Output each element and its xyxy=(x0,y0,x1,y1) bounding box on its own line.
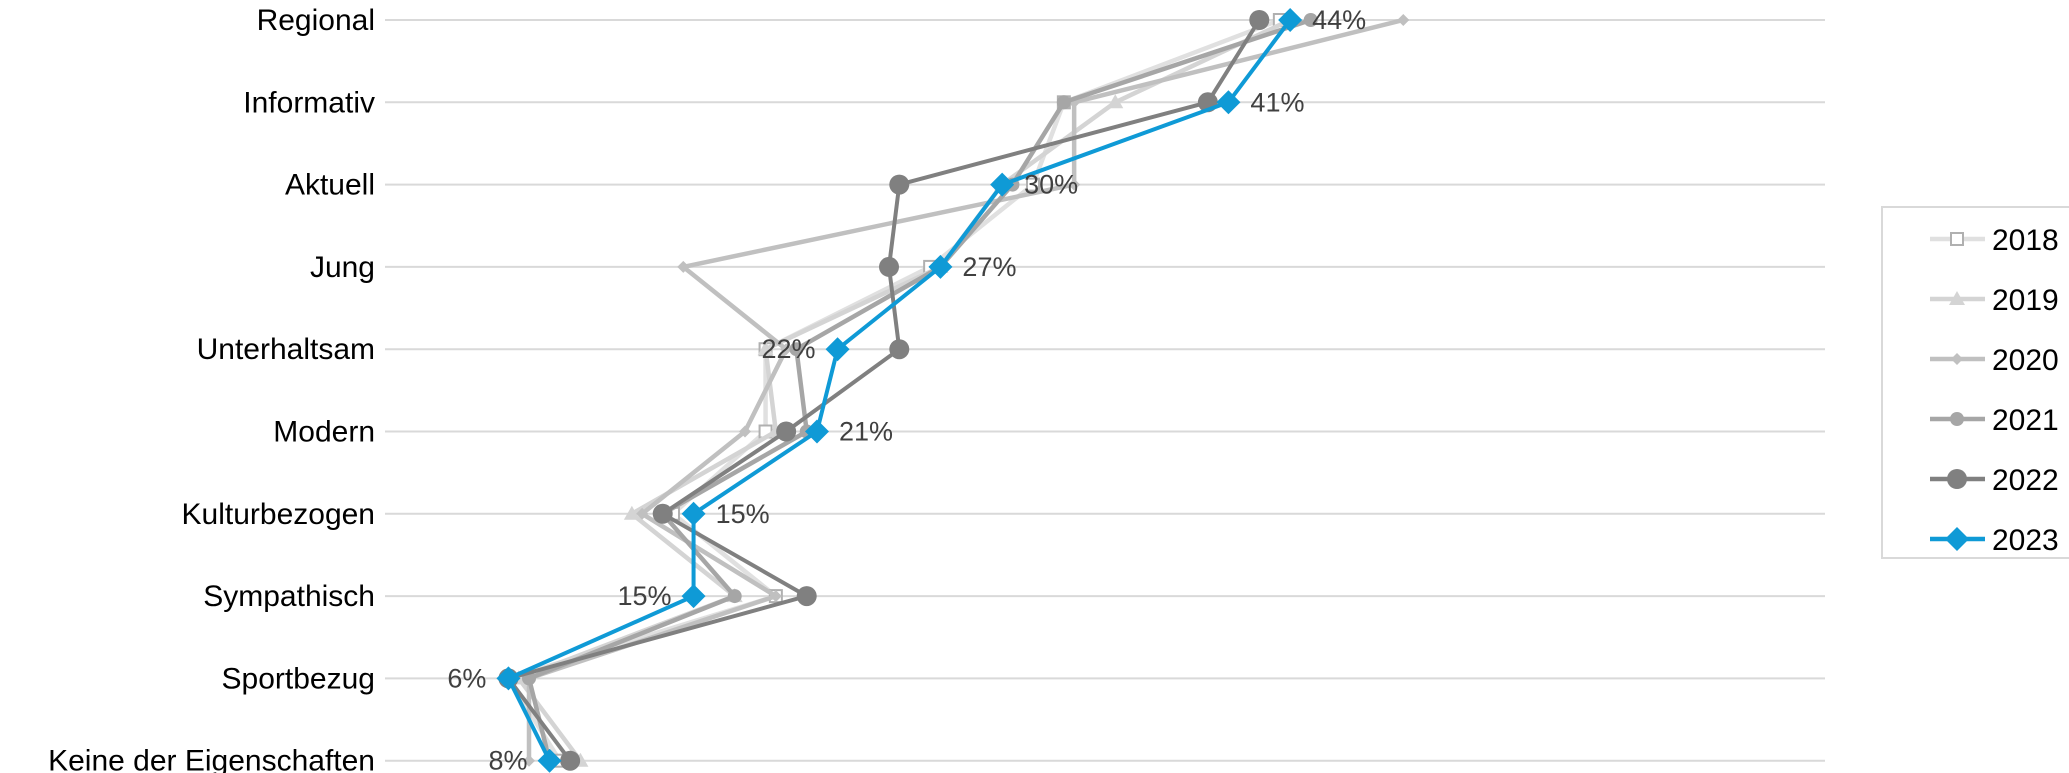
data-labels: 44% 41% 30% 27% 22% 21% 15% 15% 6% 8% xyxy=(447,5,1366,773)
series-2019 xyxy=(510,12,1299,767)
legend: 2018 2019 2020 2021 2022 2023 xyxy=(1881,206,2069,559)
marker-diamond-small xyxy=(739,425,751,438)
marker-circle-small xyxy=(727,589,742,604)
marker-diamond-small xyxy=(636,507,649,520)
marker-diamond-small xyxy=(1397,14,1410,26)
marker-circle xyxy=(889,339,910,360)
legend-frame xyxy=(1881,206,2069,559)
series-line xyxy=(506,18,1292,762)
series-lines xyxy=(496,8,1410,773)
data-label: 15% xyxy=(716,499,770,529)
marker-diamond xyxy=(990,172,1015,197)
marker-diamond-small xyxy=(769,590,782,603)
marker-triangle xyxy=(623,505,640,520)
legend-label: 2022 xyxy=(1992,464,2059,497)
category-label: Jung xyxy=(310,251,375,284)
marker-circle-small xyxy=(789,342,804,357)
marker-circle-small xyxy=(1056,95,1071,110)
data-label: 22% xyxy=(762,334,816,364)
data-label: 21% xyxy=(839,417,893,447)
data-label: 41% xyxy=(1250,87,1304,117)
category-label: Unterhaltsam xyxy=(197,333,375,366)
marker-triangle xyxy=(1949,291,1965,305)
marker-circle-small xyxy=(1303,13,1318,27)
marker-diamond xyxy=(537,748,562,773)
category-label: Informativ xyxy=(243,86,375,119)
gridlines xyxy=(385,19,1825,762)
marker-diamond xyxy=(825,337,850,362)
series-line xyxy=(516,17,1292,763)
series-line xyxy=(526,17,1404,761)
marker-circle xyxy=(796,586,817,607)
marker-triangle xyxy=(757,341,774,356)
legend-label: 2020 xyxy=(1992,344,2059,377)
legend-label: 2023 xyxy=(1992,524,2059,557)
series-2023 xyxy=(496,8,1303,773)
category-label: Aktuell xyxy=(285,169,375,202)
marker-diamond-small xyxy=(780,343,793,356)
legend-label: 2019 xyxy=(1992,284,2059,317)
series-2022 xyxy=(498,10,1270,771)
series-line xyxy=(506,17,1281,762)
legend-item-2019: 2019 xyxy=(1930,284,2059,317)
marker-circle xyxy=(879,256,899,277)
marker-diamond xyxy=(496,666,521,691)
marker-diamond-small xyxy=(1068,178,1081,191)
data-label: 6% xyxy=(447,663,486,693)
category-label: Keine der Eigenschaften xyxy=(48,745,375,773)
legend-label: 2018 xyxy=(1992,224,2059,257)
marker-circle xyxy=(889,174,910,195)
series-line xyxy=(526,17,1312,762)
marker-diamond xyxy=(681,584,706,609)
data-label: 15% xyxy=(618,581,672,611)
marker-square xyxy=(1950,232,1964,246)
legend-item-2021: 2021 xyxy=(1930,404,2059,437)
series-2020 xyxy=(523,14,1410,767)
category-label: Modern xyxy=(273,416,375,449)
legend-item-2023: 2023 xyxy=(1930,524,2059,557)
marker-diamond-small xyxy=(1951,353,1963,365)
category-label: Regional xyxy=(257,4,375,37)
legend-label: 2021 xyxy=(1992,404,2059,437)
category-label: Sportbezug xyxy=(222,662,375,695)
category-label: Sympathisch xyxy=(203,580,375,613)
marker-triangle xyxy=(1107,94,1124,109)
marker-diamond xyxy=(681,501,706,526)
series-2021 xyxy=(522,13,1318,768)
legend-item-2022: 2022 xyxy=(1930,464,2059,497)
marker-circle xyxy=(1249,10,1270,30)
marker-circle-small xyxy=(1950,412,1964,426)
marker-circle xyxy=(1947,469,1967,489)
series-2018 xyxy=(501,13,1287,768)
marker-circle xyxy=(652,503,673,524)
marker-diamond xyxy=(805,419,829,444)
marker-square xyxy=(1026,177,1040,192)
series-line xyxy=(506,18,1261,762)
legend-item-2018: 2018 xyxy=(1930,224,2059,257)
marker-diamond xyxy=(1278,8,1303,32)
data-label: 44% xyxy=(1312,5,1366,35)
data-label: 30% xyxy=(1024,170,1078,200)
marker-circle xyxy=(560,750,581,771)
marker-diamond-small xyxy=(677,260,690,273)
data-label: 8% xyxy=(489,746,528,773)
legend-item-2020: 2020 xyxy=(1930,344,2059,377)
data-label: 27% xyxy=(962,252,1016,282)
category-labels: Regional Informativ Aktuell Jung Unterhaltsa… xyxy=(48,4,375,773)
marker-diamond xyxy=(928,254,953,279)
marker-diamond xyxy=(1945,527,1969,551)
marker-diamond-small xyxy=(523,754,535,767)
category-label: Kulturbezogen xyxy=(182,498,375,531)
marker-diamond xyxy=(1216,90,1241,115)
marker-circle xyxy=(776,421,797,442)
